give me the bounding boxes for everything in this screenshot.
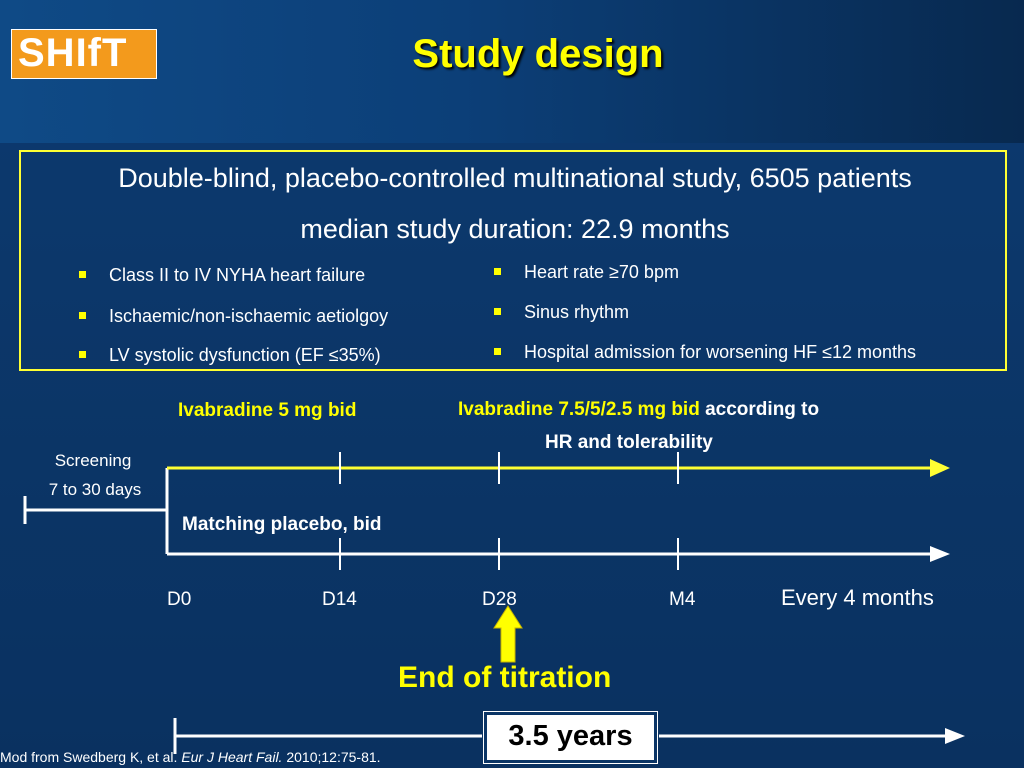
bullet-icon xyxy=(494,268,501,275)
bullet-icon xyxy=(79,271,86,278)
criterion-right-3: Hospital admission for worsening HF ≤12 … xyxy=(494,342,917,363)
screening-duration-label: 7 to 30 days xyxy=(48,480,142,499)
shift-logo: SHIfT xyxy=(11,29,157,79)
citation-journal: Eur J Heart Fail. xyxy=(181,749,283,765)
page-title: Study design xyxy=(412,32,664,76)
criterion-left-3: LV systolic dysfunction (EF ≤35%) xyxy=(79,345,381,366)
criterion-right-1: Heart rate ≥70 bpm xyxy=(494,262,679,283)
study-summary: Double-blind, placebo-controlled multina… xyxy=(118,163,912,193)
duration-arrowhead xyxy=(945,728,965,744)
end-of-titration-label: End of titration xyxy=(398,661,612,694)
criterion-text: LV systolic dysfunction (EF ≤35%) xyxy=(109,345,381,365)
criterion-right-2: Sinus rhythm xyxy=(494,302,630,323)
criterion-text: Class II to IV NYHA heart failure xyxy=(109,265,366,285)
bullet-icon xyxy=(79,351,86,358)
citation-authors: Mod from Swedberg K, et al. xyxy=(0,749,182,765)
bullet-icon xyxy=(494,308,501,315)
followup-label: Every 4 months xyxy=(781,585,934,610)
criterion-text: Hospital admission for worsening HF ≤12 … xyxy=(524,342,917,362)
tick-label-d14: D14 xyxy=(322,589,357,610)
placebo-arrowhead xyxy=(930,546,950,562)
up-arrow-icon xyxy=(493,605,523,663)
study-design-box xyxy=(19,150,1007,371)
screening-label: Screening xyxy=(54,451,132,470)
criterion-text: Ischaemic/non-ischaemic aetiolgoy xyxy=(109,306,389,326)
citation: Mod from Swedberg K, et al. Eur J Heart … xyxy=(0,749,381,765)
tick-label-m4: M4 xyxy=(669,589,696,610)
citation-details: 2010;12:75-81. xyxy=(282,749,381,765)
criterion-text: Heart rate ≥70 bpm xyxy=(524,262,679,282)
logo-text: SHIfT xyxy=(18,31,128,75)
criterion-text: Sinus rhythm xyxy=(524,302,630,322)
ivabradine-titrated-line2: HR and tolerability xyxy=(545,432,713,453)
ivabradine-initial-label: Ivabradine 5 mg bid xyxy=(178,400,357,421)
duration-label: 3.5 years xyxy=(508,720,633,752)
duration-box: 3.5 years xyxy=(483,711,658,764)
ivabradine-titrated-condition: according to xyxy=(705,399,820,420)
tick-label-d0: D0 xyxy=(167,589,192,610)
criterion-left-2: Ischaemic/non-ischaemic aetiolgoy xyxy=(79,306,389,327)
bullet-icon xyxy=(79,312,86,319)
ivabradine-titrated-dose: Ivabradine 7.5/5/2.5 mg bid xyxy=(458,399,700,420)
ivabradine-arrowhead xyxy=(930,459,950,477)
study-duration: median study duration: 22.9 months xyxy=(300,214,730,244)
criterion-left-1: Class II to IV NYHA heart failure xyxy=(79,265,366,286)
placebo-label: Matching placebo, bid xyxy=(182,514,382,535)
tick-label-d28: D28 xyxy=(482,589,517,610)
header-band: SHIfT Study design xyxy=(0,0,1024,143)
bullet-icon xyxy=(494,348,501,355)
ivabradine-titrated-label: Ivabradine 7.5/5/2.5 mg bid according to xyxy=(458,399,819,421)
